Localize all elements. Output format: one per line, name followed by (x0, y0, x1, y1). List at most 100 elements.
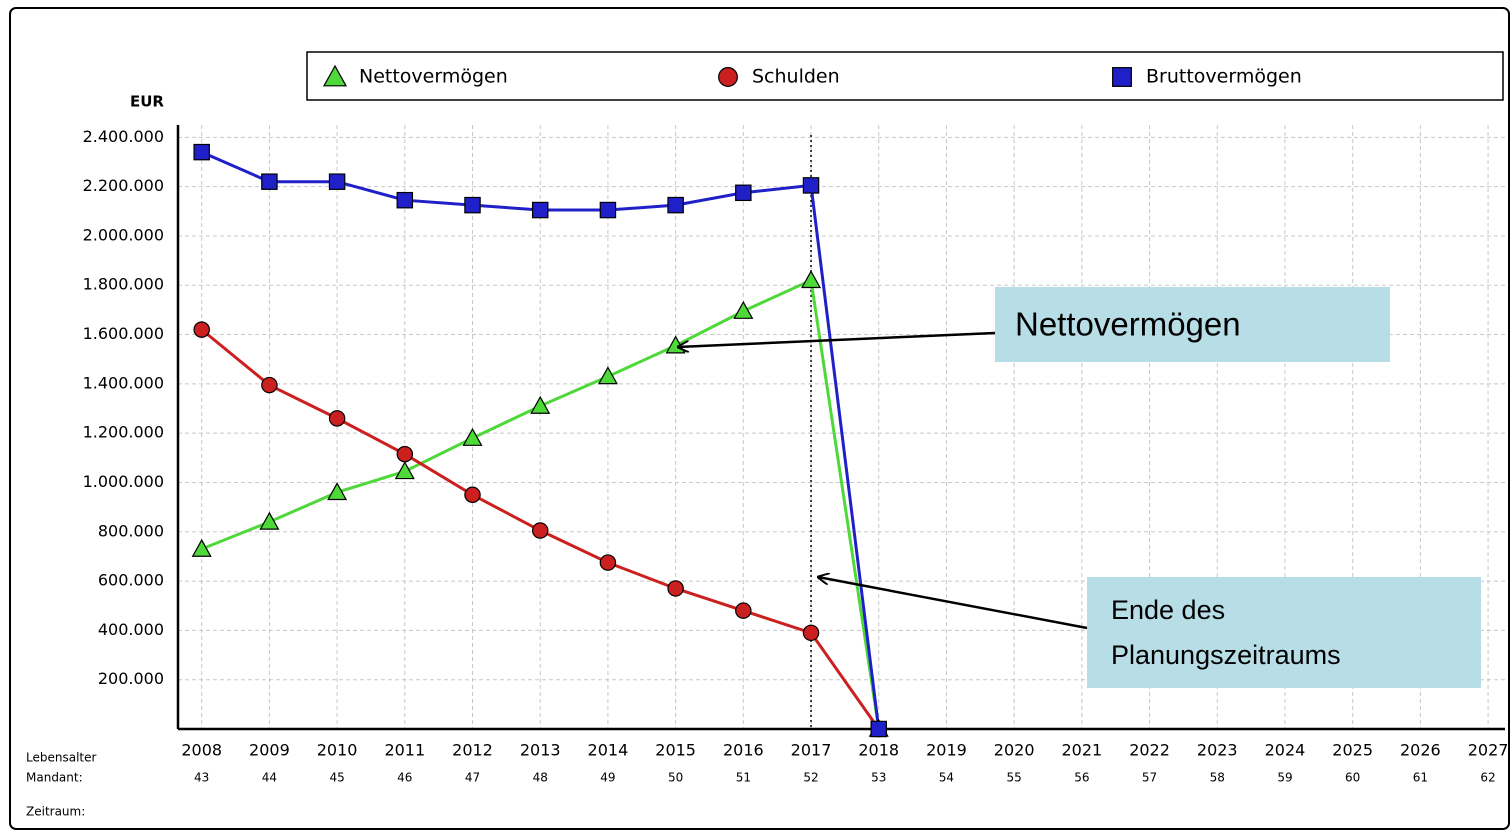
point-marker (193, 321, 210, 338)
legend-label: Bruttovermögen (1146, 66, 1302, 88)
age-label: 57 (1142, 771, 1157, 785)
annotation-box (1087, 577, 1481, 688)
age-label: 62 (1480, 771, 1495, 785)
x-tick-label: 2015 (655, 741, 696, 760)
x-tick-label: 2024 (1265, 741, 1306, 760)
row-label: Mandant: (26, 771, 83, 785)
point-marker (531, 201, 549, 219)
point-marker (801, 270, 822, 289)
y-tick-label: 1.600.000 (83, 324, 164, 343)
point-marker (597, 366, 618, 385)
point-marker (261, 376, 278, 394)
annotation-text: Ende des (1111, 595, 1225, 625)
x-tick-label: 2027 (1468, 741, 1509, 760)
point-marker (396, 191, 414, 209)
point-marker (599, 201, 617, 219)
annotation-arrow (678, 331, 996, 347)
x-tick-label: 2014 (588, 741, 629, 760)
y-tick-label: 1.800.000 (83, 275, 164, 294)
x-tick-label: 2026 (1400, 741, 1441, 760)
point-marker (396, 445, 414, 463)
point-marker (462, 427, 483, 446)
age-label: 52 (803, 771, 818, 785)
point-marker (802, 624, 820, 642)
point-marker (599, 554, 617, 571)
age-label: 58 (1210, 771, 1225, 785)
legend-label: Schulden (752, 66, 840, 88)
age-label: 44 (262, 771, 277, 785)
age-label: 53 (871, 771, 886, 785)
y-tick-label: 800.000 (98, 521, 164, 540)
age-label: 59 (1277, 771, 1292, 785)
point-marker (667, 196, 684, 214)
point-marker (259, 511, 280, 530)
annotation-arrow (818, 577, 1088, 630)
age-label: 49 (600, 771, 615, 785)
row-label: Lebensalter (26, 751, 96, 765)
age-label: 46 (397, 771, 412, 785)
x-tick-label: 2012 (452, 741, 493, 760)
age-label: 43 (194, 771, 209, 785)
point-marker (191, 538, 212, 557)
annotation-box (995, 287, 1390, 362)
point-marker (464, 486, 481, 504)
legend-box (306, 51, 1504, 101)
point-marker (328, 173, 346, 190)
y-tick-label: 200.000 (98, 669, 164, 688)
annotation-text: Nettovermögen (1015, 306, 1241, 343)
x-tick-label: 2021 (1061, 741, 1102, 760)
x-tick-label: 2022 (1129, 741, 1170, 760)
y-tick-label: 2.000.000 (83, 225, 164, 244)
legend-marker (322, 64, 348, 87)
point-marker (667, 580, 684, 597)
age-label: 50 (668, 771, 683, 785)
point-marker (870, 720, 887, 738)
frame (9, 7, 1510, 830)
y-axis-label: EUR (130, 93, 164, 111)
point-marker (530, 395, 551, 414)
y-tick-label: 400.000 (98, 620, 164, 639)
annotation-text: Planungszeitraums (1111, 640, 1341, 670)
x-tick-label: 2016 (723, 741, 764, 760)
point-marker (531, 522, 549, 539)
point-marker (394, 461, 415, 480)
x-tick-label: 2013 (520, 741, 561, 760)
age-label: 54 (939, 771, 954, 785)
y-tick-label: 600.000 (98, 571, 164, 590)
x-tick-label: 2019 (926, 741, 967, 760)
point-marker (193, 143, 210, 161)
age-label: 60 (1345, 771, 1360, 785)
row-label: Zeitraum: (26, 805, 85, 819)
x-tick-label: 2009 (249, 741, 290, 760)
x-tick-label: 2010 (317, 741, 358, 760)
y-tick-label: 1.400.000 (83, 373, 164, 392)
point-marker (733, 300, 754, 319)
point-marker (327, 482, 348, 501)
x-tick-label: 2023 (1197, 741, 1238, 760)
y-tick-label: 2.200.000 (83, 176, 164, 195)
point-marker (735, 184, 752, 202)
legend-marker (718, 67, 738, 87)
point-marker (261, 173, 278, 190)
x-tick-label: 2018 (858, 741, 899, 760)
x-tick-label: 2008 (181, 741, 222, 760)
point-marker (328, 410, 346, 427)
age-label: 55 (1007, 771, 1022, 785)
y-tick-label: 1.000.000 (83, 472, 164, 491)
y-tick-label: 1.200.000 (83, 423, 164, 442)
legend-label: Nettovermögen (359, 66, 508, 88)
x-tick-label: 2025 (1332, 741, 1373, 760)
y-tick-label: 2.400.000 (83, 127, 164, 146)
age-label: 48 (533, 771, 548, 785)
age-label: 47 (465, 771, 480, 785)
legend-marker (1112, 67, 1132, 87)
point-marker (802, 177, 820, 194)
age-label: 45 (329, 771, 344, 785)
age-label: 51 (736, 771, 751, 785)
age-label: 56 (1074, 771, 1089, 785)
age-label: 61 (1413, 771, 1428, 785)
point-marker (735, 602, 752, 619)
point-marker (464, 196, 481, 214)
x-tick-label: 2020 (994, 741, 1035, 760)
